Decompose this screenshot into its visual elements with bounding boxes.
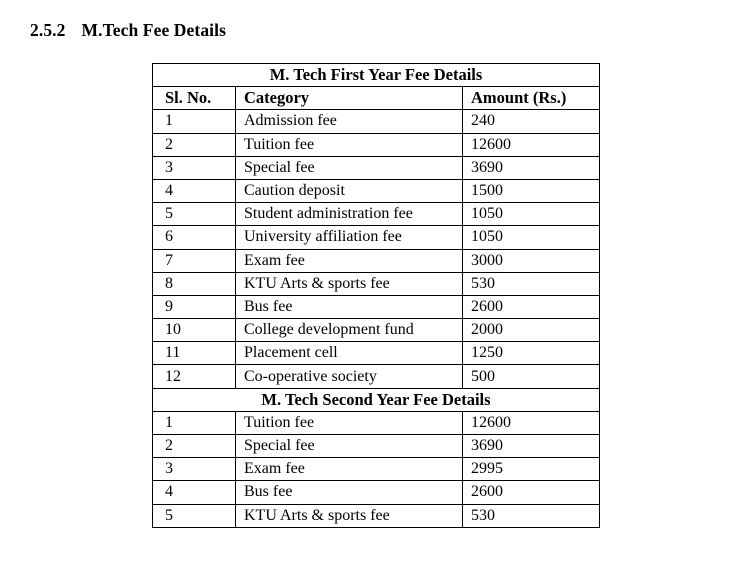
cell-category: Exam fee <box>235 457 463 482</box>
table-row: 1 Tuition fee 12600 <box>152 410 600 436</box>
cell-sl-no: 5 <box>152 202 236 227</box>
section-heading: 2.5.2 M.Tech Fee Details <box>30 20 226 41</box>
fee-table-body: M. Tech First Year Fee Details Sl. No. Cat… <box>152 62 600 528</box>
table-section-title-row: M. Tech First Year Fee Details <box>152 62 600 88</box>
cell-amount: 12600 <box>462 132 600 157</box>
section-number: 2.5.2 <box>30 20 66 40</box>
cell-sl-no: 6 <box>152 225 236 250</box>
table-row: 10 College development fund 2000 <box>152 318 600 343</box>
table-row: 4 Bus fee 2600 <box>152 480 600 505</box>
table-row: 1 Admission fee 240 <box>152 109 600 134</box>
cell-category: Bus fee <box>235 294 463 320</box>
cell-sl-no: 4 <box>152 178 236 204</box>
cell-category: University affiliation fee <box>235 225 463 250</box>
table-row: 2 Special fee 3690 <box>152 433 600 459</box>
table-row: 8 KTU Arts & sports fee 530 <box>152 271 600 296</box>
cell-amount: 12600 <box>462 410 600 436</box>
cell-sl-no: 2 <box>152 132 236 157</box>
cell-amount: 530 <box>462 271 600 296</box>
cell-amount: 2600 <box>462 294 600 320</box>
table-row: 9 Bus fee 2600 <box>152 294 600 320</box>
table-section-title-row: M. Tech Second Year Fee Details <box>152 387 600 412</box>
column-header: Amount (Rs.) <box>462 86 600 111</box>
cell-category: College development fund <box>235 318 463 343</box>
table-column-header-row: Sl. No. Category Amount (Rs.) <box>152 86 600 111</box>
cell-amount: 240 <box>462 109 600 134</box>
cell-sl-no: 4 <box>152 480 236 505</box>
table-row: 5 Student administration fee 1050 <box>152 202 600 227</box>
cell-category: Placement cell <box>235 341 463 366</box>
fee-table: M. Tech First Year Fee Details Sl. No. Cat… <box>152 62 600 528</box>
table-row: 4 Caution deposit 1500 <box>152 178 600 204</box>
cell-amount: 1250 <box>462 341 600 366</box>
cell-sl-no: 11 <box>152 341 236 366</box>
table-row: 3 Special fee 3690 <box>152 155 600 180</box>
section-title: M.Tech Fee Details <box>81 20 227 40</box>
cell-category: Tuition fee <box>235 132 463 157</box>
cell-sl-no: 12 <box>152 364 236 389</box>
cell-amount: 530 <box>462 503 600 528</box>
cell-category: Caution deposit <box>235 178 463 204</box>
cell-sl-no: 1 <box>152 109 236 134</box>
cell-category: KTU Arts & sports fee <box>235 271 463 296</box>
cell-sl-no: 10 <box>152 318 236 343</box>
cell-amount: 3690 <box>462 433 600 459</box>
cell-amount: 3000 <box>462 248 600 273</box>
cell-category: Exam fee <box>235 248 463 273</box>
table-row: 11 Placement cell 1250 <box>152 341 600 366</box>
cell-amount: 2600 <box>462 480 600 505</box>
cell-amount: 2000 <box>462 318 600 343</box>
cell-sl-no: 2 <box>152 433 236 459</box>
table-section-title: M. Tech Second Year Fee Details <box>152 387 600 412</box>
cell-amount: 500 <box>462 364 600 389</box>
table-section-title: M. Tech First Year Fee Details <box>152 62 600 88</box>
cell-amount: 2995 <box>462 457 600 482</box>
cell-category: Admission fee <box>235 109 463 134</box>
cell-amount: 3690 <box>462 155 600 180</box>
cell-category: Student administration fee <box>235 202 463 227</box>
cell-category: Bus fee <box>235 480 463 505</box>
cell-category: Special fee <box>235 433 463 459</box>
cell-sl-no: 8 <box>152 271 236 296</box>
table-row: 6 University affiliation fee 1050 <box>152 225 600 250</box>
table-row: 12 Co-operative society 500 <box>152 364 600 389</box>
table-row: 2 Tuition fee 12600 <box>152 132 600 157</box>
cell-category: Co-operative society <box>235 364 463 389</box>
table-row: 3 Exam fee 2995 <box>152 457 600 482</box>
cell-sl-no: 5 <box>152 503 236 528</box>
cell-category: Special fee <box>235 155 463 180</box>
cell-amount: 1500 <box>462 178 600 204</box>
cell-sl-no: 9 <box>152 294 236 320</box>
cell-sl-no: 1 <box>152 410 236 436</box>
cell-category: Tuition fee <box>235 410 463 436</box>
cell-sl-no: 7 <box>152 248 236 273</box>
column-header: Sl. No. <box>152 86 236 111</box>
cell-amount: 1050 <box>462 225 600 250</box>
cell-sl-no: 3 <box>152 457 236 482</box>
table-row: 7 Exam fee 3000 <box>152 248 600 273</box>
cell-sl-no: 3 <box>152 155 236 180</box>
cell-category: KTU Arts & sports fee <box>235 503 463 528</box>
table-row: 5 KTU Arts & sports fee 530 <box>152 503 600 528</box>
cell-amount: 1050 <box>462 202 600 227</box>
column-header: Category <box>235 86 463 111</box>
